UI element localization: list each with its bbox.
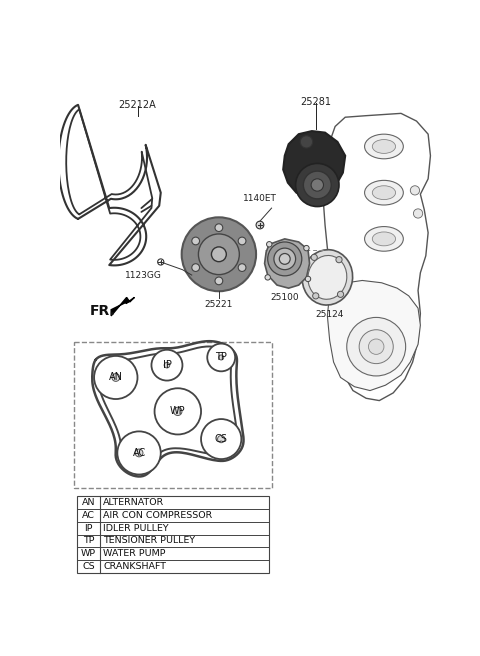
Circle shape (198, 234, 240, 275)
Polygon shape (327, 281, 420, 390)
Circle shape (174, 407, 182, 415)
Text: 25212A: 25212A (119, 100, 156, 110)
Circle shape (311, 255, 317, 260)
Circle shape (274, 248, 296, 270)
Ellipse shape (302, 250, 353, 305)
Text: AN: AN (82, 498, 96, 507)
Circle shape (155, 388, 201, 434)
Circle shape (211, 247, 226, 262)
Text: IDLER PULLEY: IDLER PULLEY (103, 523, 169, 533)
Ellipse shape (372, 140, 396, 154)
Circle shape (312, 293, 319, 299)
Circle shape (157, 259, 164, 265)
Text: WP: WP (81, 549, 96, 558)
Text: 1123GG: 1123GG (125, 271, 162, 280)
Ellipse shape (365, 180, 403, 205)
Circle shape (215, 224, 223, 232)
Ellipse shape (372, 232, 396, 246)
Ellipse shape (365, 226, 403, 251)
Circle shape (192, 237, 200, 245)
FancyBboxPatch shape (77, 496, 269, 573)
Circle shape (219, 355, 224, 360)
Text: IP: IP (84, 523, 93, 533)
Circle shape (112, 374, 120, 381)
Text: AC: AC (132, 448, 145, 458)
Circle shape (311, 179, 324, 191)
Text: 1140ET: 1140ET (243, 194, 277, 203)
Circle shape (192, 264, 200, 272)
Text: TENSIONER PULLEY: TENSIONER PULLEY (103, 537, 195, 546)
Text: FR.: FR. (89, 304, 115, 318)
Circle shape (207, 344, 235, 371)
FancyBboxPatch shape (74, 342, 272, 488)
Text: 25124: 25124 (315, 310, 344, 319)
Text: WATER PUMP: WATER PUMP (103, 549, 166, 558)
Text: CS: CS (215, 434, 228, 444)
Circle shape (266, 241, 272, 247)
Circle shape (413, 209, 423, 218)
Circle shape (256, 221, 264, 229)
Circle shape (300, 136, 312, 148)
Circle shape (410, 186, 420, 195)
Circle shape (265, 275, 270, 280)
Text: 25281: 25281 (300, 97, 331, 107)
Circle shape (181, 217, 256, 291)
Polygon shape (111, 297, 134, 316)
Circle shape (238, 237, 246, 245)
Circle shape (336, 256, 342, 263)
Text: 25100: 25100 (270, 293, 299, 302)
Circle shape (303, 171, 331, 199)
Circle shape (135, 449, 143, 457)
Circle shape (369, 339, 384, 354)
Circle shape (268, 242, 302, 276)
Circle shape (305, 276, 311, 281)
Text: WP: WP (170, 406, 186, 417)
Circle shape (304, 245, 309, 251)
Circle shape (152, 350, 182, 380)
Polygon shape (283, 131, 345, 198)
Circle shape (337, 291, 344, 297)
Ellipse shape (365, 134, 403, 159)
Circle shape (215, 277, 223, 285)
Text: AIR CON COMPRESSOR: AIR CON COMPRESSOR (103, 511, 213, 520)
Ellipse shape (308, 255, 347, 299)
Circle shape (201, 419, 241, 459)
Circle shape (359, 330, 393, 363)
Polygon shape (264, 239, 310, 288)
Text: 25221: 25221 (204, 300, 233, 309)
Circle shape (296, 163, 339, 207)
Text: AC: AC (82, 511, 95, 520)
Circle shape (164, 362, 170, 368)
Circle shape (238, 264, 246, 272)
Text: CRANKSHAFT: CRANKSHAFT (103, 562, 167, 571)
Circle shape (94, 356, 137, 399)
Circle shape (117, 432, 161, 474)
Ellipse shape (372, 186, 396, 199)
Text: TP: TP (83, 537, 95, 546)
Text: CS: CS (83, 562, 95, 571)
Circle shape (217, 436, 225, 443)
Circle shape (279, 253, 290, 264)
Text: AN: AN (109, 373, 123, 382)
Text: TP: TP (215, 352, 227, 363)
Text: ALTERNATOR: ALTERNATOR (103, 498, 165, 507)
Circle shape (347, 318, 406, 376)
Text: IP: IP (163, 360, 171, 370)
